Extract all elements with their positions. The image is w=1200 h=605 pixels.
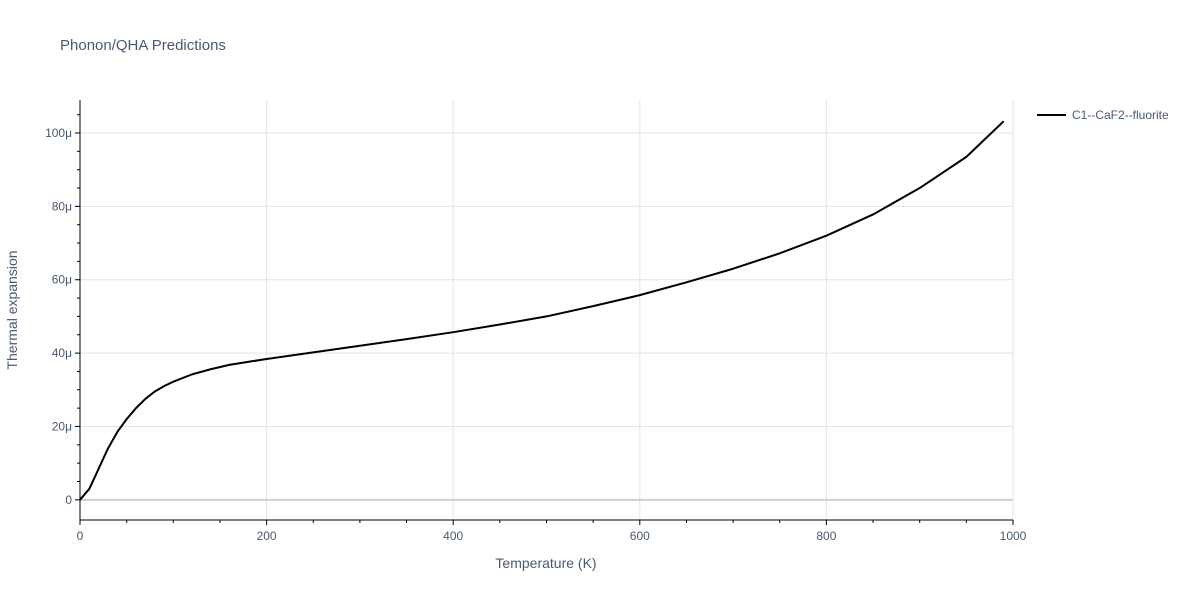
x-tick-label: 200	[257, 529, 277, 543]
x-tick-label: 0	[77, 529, 84, 543]
y-tick-label: 20μ	[52, 419, 72, 433]
chart-title: Phonon/QHA Predictions	[60, 37, 226, 54]
legend-label: C1--CaF2--fluorite	[1072, 108, 1169, 122]
x-tick-label: 400	[443, 529, 463, 543]
y-tick-label: 100μ	[45, 126, 72, 140]
legend[interactable]: C1--CaF2--fluorite	[1037, 108, 1169, 122]
axis-layer: 0 200 400 600 800 1000 0 20μ 40μ 60μ 80μ 100μ	[45, 100, 1027, 543]
x-tick-label: 1000	[1000, 529, 1027, 543]
y-tick-label: 60μ	[52, 273, 72, 287]
y-tick-label: 40μ	[52, 346, 72, 360]
y-tick-label: 0	[65, 493, 72, 507]
y-tick-label: 80μ	[52, 199, 72, 213]
y-axis-title: Thermal expansion	[4, 250, 20, 369]
x-axis-title: Temperature (K)	[495, 555, 596, 571]
x-tick-label: 600	[630, 529, 650, 543]
grid-layer	[80, 100, 1014, 520]
series-layer	[79, 120, 1005, 501]
x-tick-label: 800	[816, 529, 836, 543]
series-line[interactable]	[79, 120, 1005, 501]
